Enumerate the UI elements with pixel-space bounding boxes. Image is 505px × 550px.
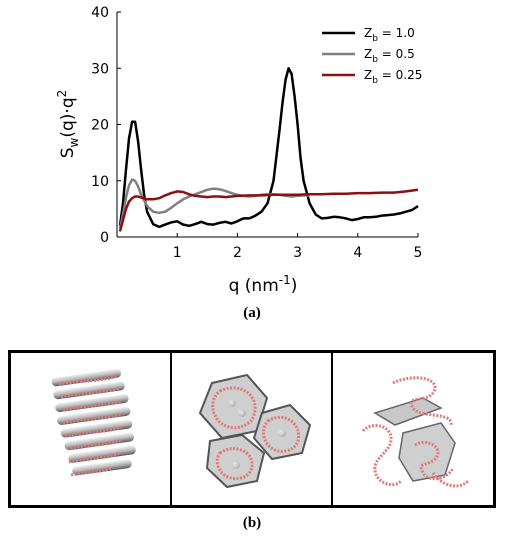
chain-loops [211,386,301,481]
legend-label-2: Zb = 0.5 [364,47,415,65]
chart: 1 2 3 4 5 0 10 20 30 40 Sw(q)·q2 q (nm-1) Zb = 1.… [55,5,423,296]
y-tick-label-2: 20 [91,118,109,134]
x-tick-label-1: 2 [233,245,242,261]
lamellar-structure-image [51,368,136,477]
x-axis-label: q (nm-1) [229,273,298,296]
x-tick-label-3: 4 [353,245,362,261]
hexagon-cluster [198,373,312,489]
chain-beads [58,374,122,477]
y-tick-label-1: 10 [91,174,109,190]
y-axis-label: Sw(q)·q2 [55,90,81,159]
surface-beads [228,399,286,469]
rod-stack [51,368,136,476]
y-tick-label-3: 30 [91,61,109,77]
legend-entry-3: Zb = 0.25 [322,68,422,86]
panel-divider-2 [331,353,333,505]
y-tick-label-0: 0 [100,230,109,246]
legend-entry-2: Zb = 0.5 [322,47,415,65]
y-tick-label-4: 40 [91,5,109,21]
series-line-2 [118,178,310,229]
legend-label-1: Zb = 1.0 [364,26,415,44]
hexagonal-structure-image [198,373,312,489]
caption-a: (a) [243,305,261,321]
series-line-3 [118,188,419,232]
caption-b: (b) [242,515,262,531]
x-tick-label-0: 1 [173,245,182,261]
legend-entry-1: Zb = 1.0 [322,26,415,44]
legend: Zb = 1.0 Zb = 0.5 Zb = 0.25 [322,26,422,86]
disordered-structure-image [361,376,470,488]
structure-panels [8,350,496,508]
chain-coils [361,376,470,488]
rod-fragments [373,397,456,482]
legend-label-3: Zb = 0.25 [364,68,422,86]
x-tick-label-4: 5 [414,245,423,261]
panel-divider-1 [170,353,172,505]
series-line-1 [118,67,419,229]
x-tick-label-2: 3 [293,245,302,261]
